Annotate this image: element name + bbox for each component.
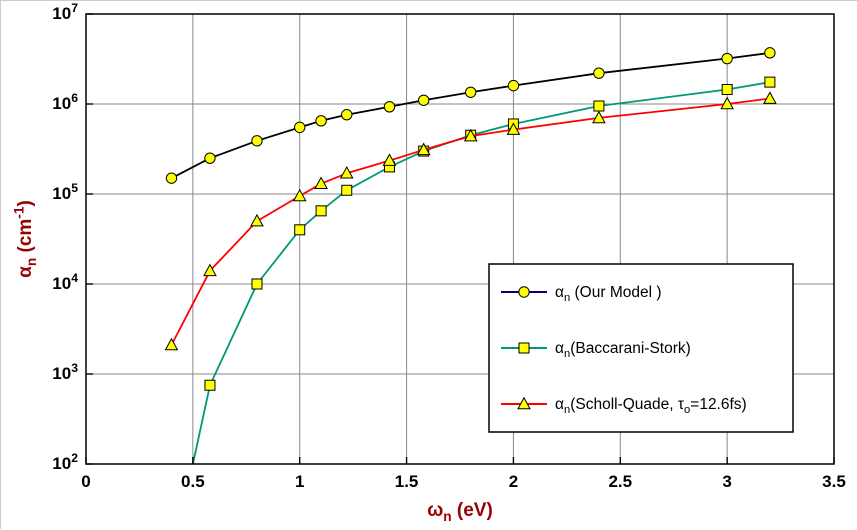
- scholl-quade-marker: [203, 263, 217, 277]
- scholl-quade-marker: [292, 188, 307, 202]
- legend-entry-our-model: αn (Our Model ): [501, 284, 662, 304]
- baccarani-stork-marker: [764, 76, 776, 88]
- baccarani-stork-marker: [518, 342, 530, 354]
- scholl-quade-marker: [339, 166, 354, 179]
- legend-label-our-model: αn (Our Model ): [555, 284, 662, 304]
- our-model-marker: [341, 109, 353, 121]
- baccarani-stork-marker: [204, 379, 216, 391]
- axis-ticks: [85, 13, 835, 465]
- x-tick-label: 0.5: [181, 472, 205, 491]
- our-model-marker: [593, 67, 605, 79]
- baccarani-stork-marker: [315, 205, 327, 217]
- our-model-marker: [251, 135, 263, 147]
- legend-label-scholl-quade: αn(Scholl-Quade, τo=12.6fs): [555, 396, 747, 416]
- our-model-marker: [204, 152, 216, 164]
- y-tick-label: 102: [52, 451, 78, 473]
- our-model-marker: [417, 94, 430, 106]
- plot-border: [85, 13, 835, 465]
- baccarani-stork-marker: [593, 100, 605, 112]
- x-axis-title: ωn (eV): [427, 500, 493, 524]
- series-our-model: [165, 47, 776, 184]
- our-model-marker: [383, 101, 396, 113]
- our-model-marker: [165, 172, 178, 184]
- baccarani-stork-marker: [721, 83, 733, 95]
- scholl-quade-marker: [416, 142, 431, 156]
- scholl-quade-marker: [382, 153, 397, 166]
- legend-entry-baccarani-stork: αn(Baccarani-Stork): [501, 340, 691, 360]
- our-model-marker: [721, 52, 733, 65]
- baccarani-stork-marker: [341, 184, 353, 196]
- legend-label-baccarani-stork: αn(Baccarani-Stork): [555, 340, 691, 360]
- scholl-quade-marker: [592, 110, 606, 124]
- scholl-quade-marker: [506, 122, 521, 135]
- scholl-quade-marker: [314, 176, 328, 190]
- scholl-quade-marker: [463, 128, 478, 142]
- x-tick-label: 1.5: [395, 472, 419, 491]
- our-model-marker: [464, 86, 477, 98]
- our-model-marker: [294, 121, 306, 134]
- legend-entry-scholl-quade: αn(Scholl-Quade, τo=12.6fs): [501, 396, 747, 416]
- x-tick-label: 1: [295, 472, 304, 491]
- y-tick-label: 106: [52, 91, 78, 113]
- scholl-quade-marker: [720, 96, 734, 110]
- our-model-marker: [764, 47, 776, 59]
- x-tick-label: 0: [81, 472, 90, 491]
- baccarani-stork-marker: [251, 278, 263, 290]
- scholl-quade-marker: [517, 396, 531, 410]
- our-model-marker: [518, 286, 530, 298]
- x-tick-label: 3.5: [822, 472, 846, 491]
- x-tick-label: 2: [509, 472, 518, 491]
- scholl-quade-marker: [250, 213, 264, 227]
- y-tick-label: 104: [52, 271, 78, 293]
- series-scholl-quade: [164, 91, 777, 351]
- baccarani-stork-marker: [294, 224, 306, 236]
- x-tick-label: 2.5: [608, 472, 632, 491]
- scholl-quade-marker: [763, 91, 777, 104]
- y-axis-title: αn (cm-1): [11, 200, 38, 278]
- scholl-quade-marker: [164, 337, 179, 351]
- our-model-marker: [507, 79, 520, 92]
- x-tick-label: 3: [722, 472, 731, 491]
- y-tick-label: 107: [52, 1, 78, 23]
- y-tick-label: 105: [52, 181, 78, 203]
- legend: αn (Our Model ) αn(Baccarani-Stork) αn(Sch…: [488, 263, 794, 433]
- our-model-marker: [315, 115, 327, 127]
- y-tick-label: 103: [52, 361, 78, 383]
- tick-labels: 0 0.5 1 1.5 2 2.5 3 3.5 102 103 104 105 106 107: [52, 1, 846, 491]
